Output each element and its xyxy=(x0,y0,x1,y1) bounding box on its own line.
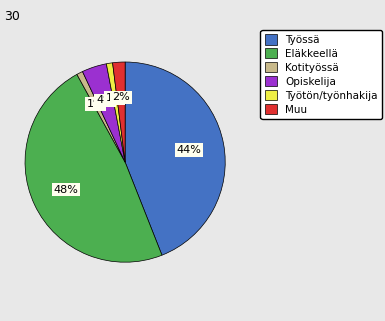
Wedge shape xyxy=(77,72,125,162)
Wedge shape xyxy=(125,62,225,255)
Text: 4%: 4% xyxy=(96,95,114,105)
Text: 2%: 2% xyxy=(112,92,130,102)
Text: 48%: 48% xyxy=(54,185,79,195)
Legend: Työssä, Eläkkeellä, Kotityössä, Opiskelija, Työtön/työnhakija, Muu: Työssä, Eläkkeellä, Kotityössä, Opiskeli… xyxy=(261,30,382,119)
Text: 1%: 1% xyxy=(87,99,104,109)
Text: 1%: 1% xyxy=(106,93,124,103)
Wedge shape xyxy=(112,62,125,162)
Text: 44%: 44% xyxy=(177,145,201,155)
Wedge shape xyxy=(25,74,162,262)
Wedge shape xyxy=(106,63,125,162)
Text: 30: 30 xyxy=(4,10,20,22)
Wedge shape xyxy=(82,64,125,162)
